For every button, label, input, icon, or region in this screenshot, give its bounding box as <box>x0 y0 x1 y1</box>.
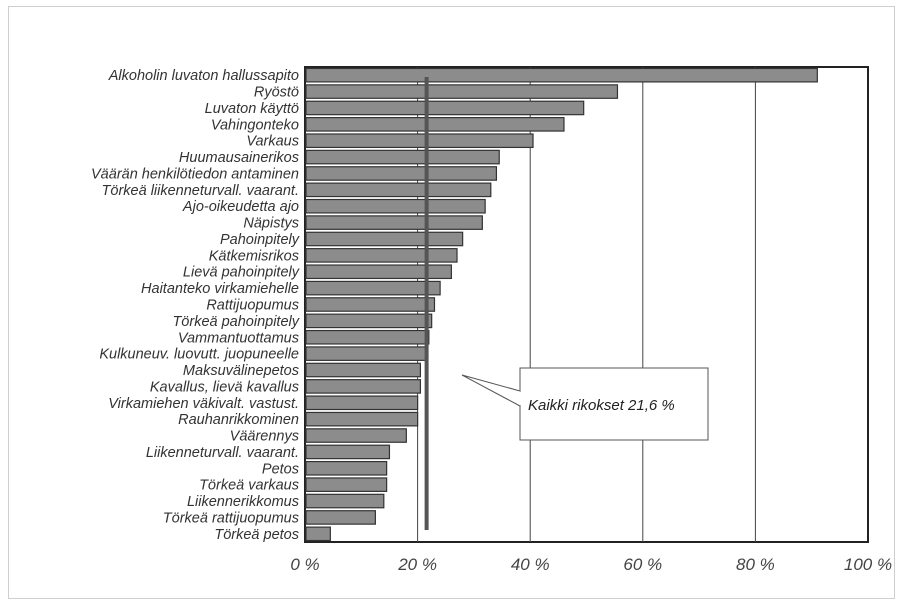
bar <box>305 526 331 542</box>
bar <box>305 166 498 181</box>
category-label: Kulkuneuv. luovutt. juopuneelle <box>99 347 299 363</box>
category-label: Huumausainerikos <box>179 150 299 166</box>
x-tick-label: 40 % <box>511 555 550 574</box>
bar <box>305 444 391 460</box>
category-label: Maksuvälinepetos <box>183 363 299 379</box>
bar <box>305 460 388 476</box>
bar <box>305 231 464 247</box>
category-label: Virkamiehen väkivalt. vastust. <box>108 396 299 412</box>
category-label: Liikenneturvall. vaarant. <box>146 445 299 461</box>
category-label: Vahingonteko <box>211 117 299 133</box>
category-label: Kätkemisrikos <box>209 248 299 264</box>
category-label: Törkeä petos <box>214 527 299 543</box>
category-label: Ajo-oikeudetta ajo <box>182 199 299 215</box>
bar <box>305 133 534 149</box>
x-tick-label: 80 % <box>736 555 775 574</box>
bar <box>305 280 441 296</box>
bar <box>305 100 585 116</box>
bar <box>305 84 619 99</box>
category-label: Ryöstö <box>254 85 299 101</box>
chart-frame <box>8 6 895 599</box>
x-tick-label: 100 % <box>844 555 892 574</box>
category-label: Liikennerikkomus <box>187 494 299 510</box>
bar <box>305 297 436 312</box>
bar <box>305 67 818 83</box>
category-label: Törkeä liikenneturvall. vaarant. <box>102 183 299 199</box>
bar <box>305 493 385 509</box>
bar <box>305 182 492 198</box>
category-label: Varkaus <box>246 134 299 150</box>
bar <box>305 215 483 230</box>
x-tick-label: 60 % <box>623 555 662 574</box>
reference-annotation: Kaikki rikokset 21,6 % <box>461 367 709 441</box>
category-label: Kavallus, lievä kavallus <box>150 379 299 395</box>
bar <box>305 248 458 263</box>
bar <box>305 411 419 427</box>
category-label: Törkeä rattijuopumus <box>163 510 299 526</box>
category-label: Törkeä varkaus <box>199 478 299 494</box>
bar <box>305 477 388 492</box>
bar <box>305 395 419 411</box>
annotation-pointer <box>461 374 521 407</box>
x-tick-label: 20 % <box>397 555 437 574</box>
bar <box>305 313 433 329</box>
category-label: Lievä pahoinpitely <box>183 265 300 281</box>
category-label: Luvaton käyttö <box>205 101 299 117</box>
x-tick-label: 0 % <box>290 555 319 574</box>
category-label: Alkoholin luvaton hallussapito <box>108 68 299 84</box>
bar <box>305 264 452 280</box>
bar <box>305 117 565 132</box>
category-label: Rattijuopumus <box>206 298 299 314</box>
category-label: Rauhanrikkominen <box>178 412 299 428</box>
category-label: Petos <box>262 461 299 477</box>
category-label: Vammantuottamus <box>178 330 299 346</box>
bar <box>305 346 427 361</box>
bar <box>305 198 486 214</box>
bar <box>305 379 422 394</box>
category-label: Pahoinpitely <box>220 232 300 248</box>
bar <box>305 149 500 165</box>
annotation-label: Kaikki rikokset 21,6 % <box>528 397 675 414</box>
category-label: Näpistys <box>243 216 299 232</box>
bar <box>305 428 407 443</box>
category-label: Väärän henkilötiedon antaminen <box>91 166 299 182</box>
category-label: Törkeä pahoinpitely <box>172 314 299 330</box>
category-label: Haitanteko virkamiehelle <box>141 281 299 297</box>
bar <box>305 362 422 378</box>
category-label: Väärennys <box>230 429 299 445</box>
bar <box>305 329 430 345</box>
bar <box>305 510 376 525</box>
